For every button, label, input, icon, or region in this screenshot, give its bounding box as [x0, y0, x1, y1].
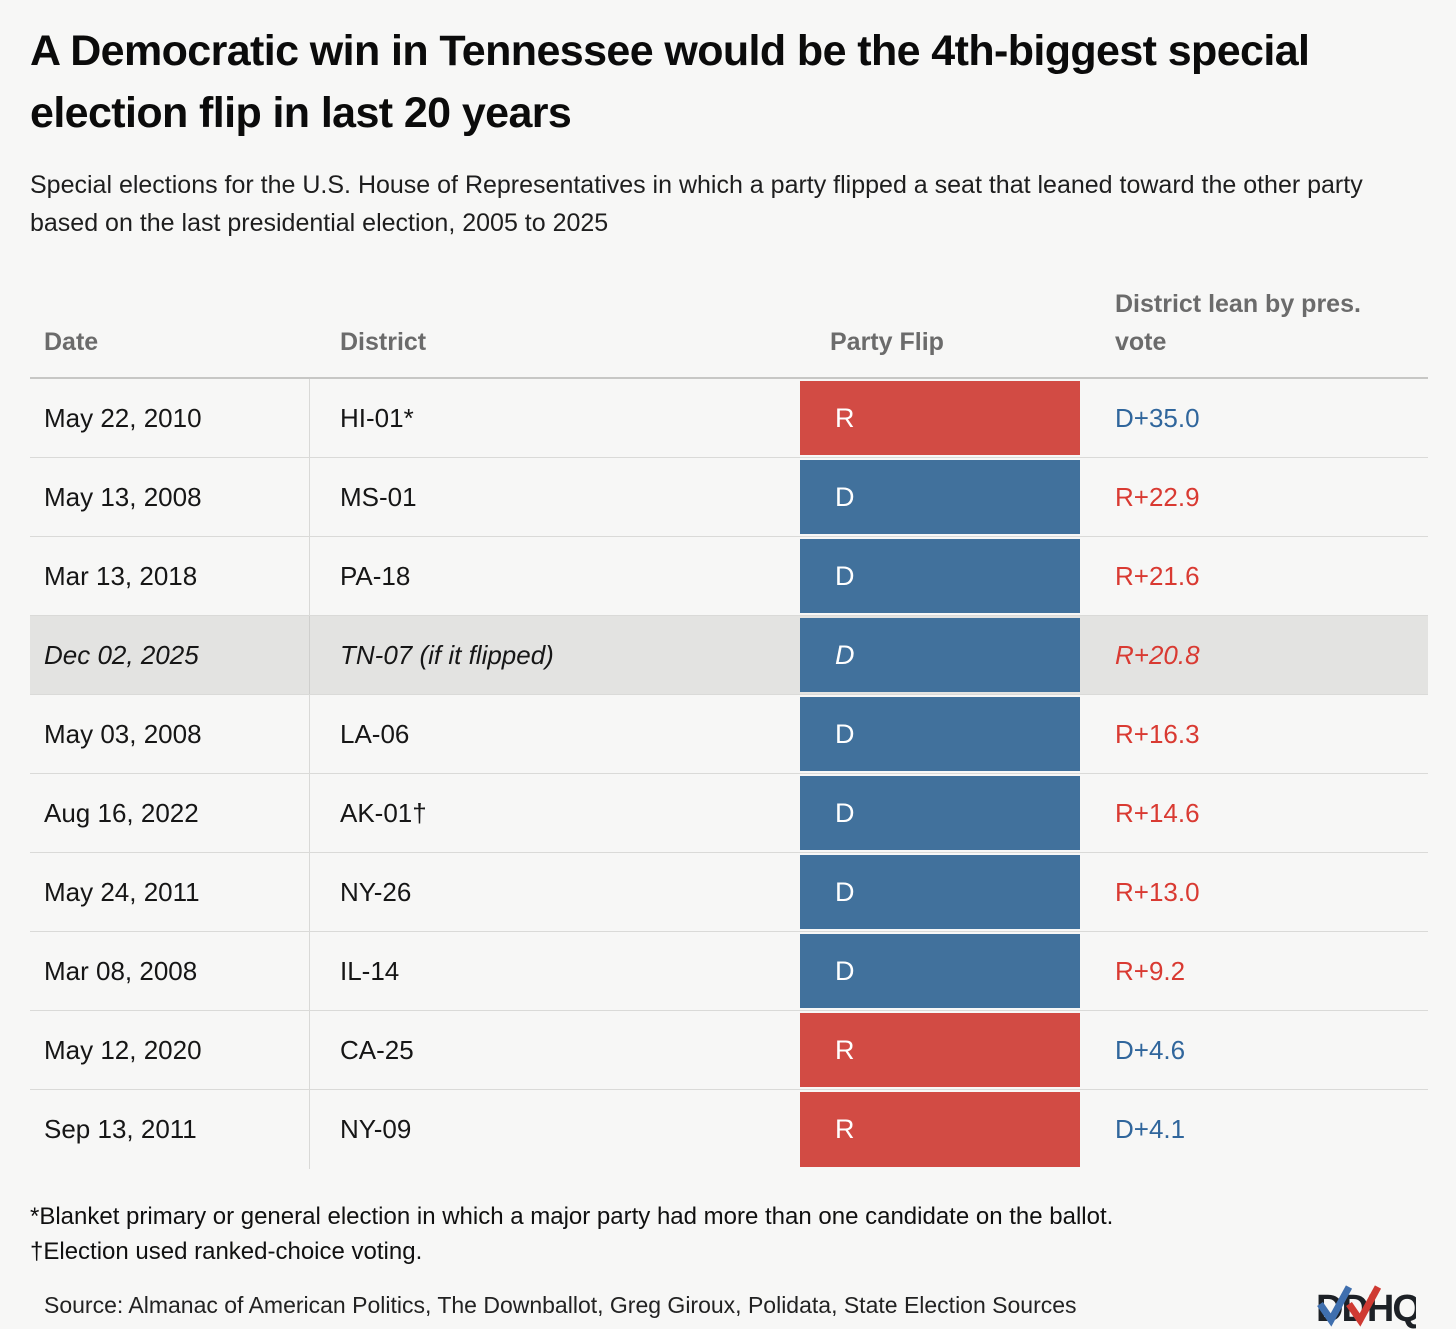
cell-party-flip: R — [800, 1090, 1080, 1169]
cell-district: AK-01† — [340, 797, 427, 828]
cell-district-lean: R+16.3 — [1115, 718, 1200, 749]
column-header-party-flip: Party Flip — [830, 328, 944, 356]
table-header: Date District Party Flip District lean b… — [30, 242, 1428, 379]
cell-date: May 03, 2008 — [30, 695, 310, 773]
cell-date: Dec 02, 2025 — [30, 616, 310, 694]
cell-date: Aug 16, 2022 — [30, 774, 310, 852]
cell-party-flip: D — [800, 458, 1080, 536]
table-row: May 24, 2011 NY-26 D R+13.0 — [30, 853, 1428, 932]
cell-date: May 13, 2008 — [30, 458, 310, 536]
party-flip-block: D — [800, 776, 1080, 850]
cell-party-flip: R — [800, 379, 1080, 457]
page-title: A Democratic win in Tennessee would be t… — [30, 27, 1310, 137]
cell-district-lean: R+22.9 — [1115, 481, 1200, 512]
source-bar: Source: Almanac of American Politics, Th… — [30, 1279, 1426, 1329]
table-row: Dec 02, 2025 TN-07 (if it flipped) D R+2… — [30, 616, 1428, 695]
cell-district-lean: D+4.1 — [1115, 1114, 1186, 1144]
cell-date: May 22, 2010 — [30, 379, 310, 457]
party-flip-block: R — [800, 1013, 1080, 1087]
footnote-ranked-choice: †Election used ranked-choice voting. — [30, 1238, 423, 1265]
cell-district-lean: R+14.6 — [1115, 797, 1200, 828]
column-header-date: Date — [44, 328, 99, 356]
cell-district: TN-07 (if it flipped) — [340, 639, 554, 670]
cell-district-lean: R+21.6 — [1115, 560, 1200, 591]
cell-district: MS-01 — [340, 481, 417, 512]
logo-blue-check-icon — [1317, 1285, 1353, 1327]
source-text: Source: Almanac of American Politics, Th… — [44, 1291, 1077, 1318]
party-flip-block: R — [800, 1092, 1080, 1167]
party-flip-block: D — [800, 460, 1080, 534]
cell-district: PA-18 — [340, 560, 411, 591]
table-body: May 22, 2010 HI-01* R D+35.0 May 13, 200… — [30, 379, 1428, 1169]
page-subtitle: Special elections for the U.S. House of … — [30, 171, 1363, 237]
cell-district-lean: R+13.0 — [1115, 876, 1200, 907]
cell-district: HI-01* — [340, 402, 414, 433]
party-flip-block: R — [800, 381, 1080, 455]
cell-party-flip: D — [800, 537, 1080, 615]
cell-district: NY-26 — [340, 876, 412, 907]
table-row: May 22, 2010 HI-01* R D+35.0 — [30, 379, 1428, 458]
cell-district-lean: R+20.8 — [1115, 639, 1200, 670]
cell-party-flip: D — [800, 774, 1080, 852]
cell-date: May 24, 2011 — [30, 853, 310, 931]
table-row: Mar 08, 2008 IL-14 D R+9.2 — [30, 932, 1428, 1011]
cell-party-flip: D — [800, 616, 1080, 694]
column-header-district-lean: District lean by pres. vote — [1115, 290, 1361, 356]
table-row: May 13, 2008 MS-01 D R+22.9 — [30, 458, 1428, 537]
party-flip-block: D — [800, 697, 1080, 771]
cell-district: NY-09 — [340, 1114, 412, 1144]
party-flip-block: D — [800, 539, 1080, 613]
footnote-blanket-primary: *Blanket primary or general election in … — [30, 1203, 1114, 1230]
party-flip-block: D — [800, 934, 1080, 1008]
cell-district: IL-14 — [340, 955, 400, 986]
ddhq-logo: DDHQ — [1316, 1285, 1416, 1329]
cell-district-lean: D+4.6 — [1115, 1034, 1186, 1065]
table-row: May 03, 2008 LA-06 D R+16.3 — [30, 695, 1428, 774]
cell-district-lean: R+9.2 — [1115, 955, 1186, 986]
cell-party-flip: D — [800, 853, 1080, 931]
table-row: Aug 16, 2022 AK-01† D R+14.6 — [30, 774, 1428, 853]
cell-party-flip: D — [800, 695, 1080, 773]
cell-date: Sep 13, 2011 — [30, 1090, 310, 1169]
cell-district-lean: D+35.0 — [1115, 402, 1200, 433]
table-row: May 12, 2020 CA-25 R D+4.6 — [30, 1011, 1428, 1090]
cell-district: CA-25 — [340, 1034, 414, 1065]
cell-date: May 12, 2020 — [30, 1011, 310, 1089]
column-header-district: District — [340, 328, 427, 356]
cell-party-flip: D — [800, 932, 1080, 1010]
cell-date: Mar 13, 2018 — [30, 537, 310, 615]
logo-red-check-icon — [1346, 1285, 1382, 1327]
cell-party-flip: R — [800, 1011, 1080, 1089]
footnotes: *Blanket primary or general election in … — [30, 1199, 1426, 1269]
cell-district: LA-06 — [340, 718, 410, 749]
table-row: Mar 13, 2018 PA-18 D R+21.6 — [30, 537, 1428, 616]
flips-table: Date District Party Flip District lean b… — [30, 242, 1428, 1169]
cell-date: Mar 08, 2008 — [30, 932, 310, 1010]
party-flip-block: D — [800, 618, 1080, 692]
party-flip-block: D — [800, 855, 1080, 929]
table-row: Sep 13, 2011 NY-09 R D+4.1 — [30, 1090, 1428, 1169]
